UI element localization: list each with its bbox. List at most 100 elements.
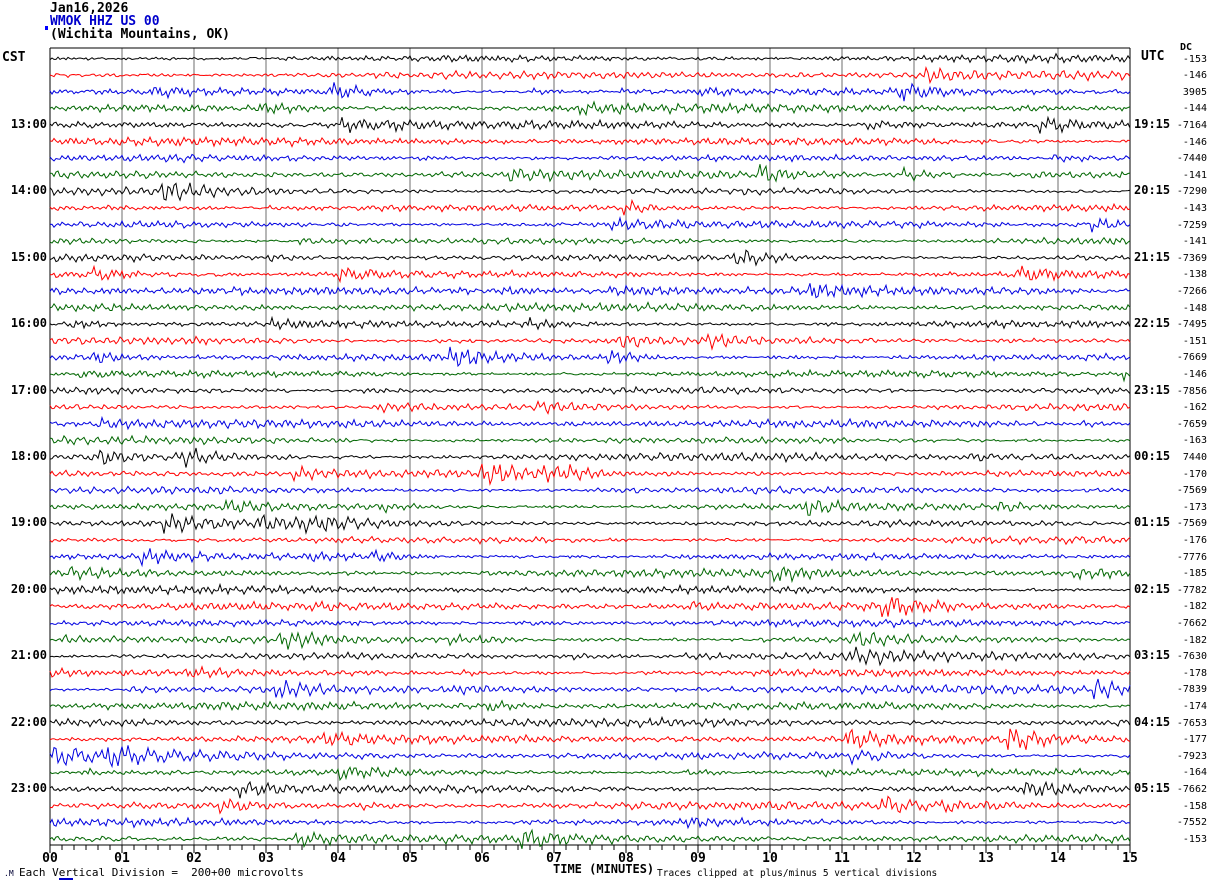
trace-row	[49, 135, 1131, 148]
right-axis-label: UTC	[1141, 49, 1165, 64]
dc-value: -153	[1182, 53, 1207, 65]
trace-row	[49, 264, 1131, 284]
utc-label: 23:15	[1134, 382, 1171, 397]
trace-row	[49, 597, 1131, 618]
x-tick-label: 02	[186, 851, 202, 866]
dc-value: -146	[1182, 368, 1207, 380]
trace-row	[49, 618, 1131, 629]
dc-value: -7552	[1176, 817, 1207, 829]
link-underline-decoration	[59, 878, 73, 880]
trace-row	[49, 665, 1131, 679]
utc-label: 02:15	[1134, 581, 1171, 596]
x-axis-ticks	[49, 845, 1131, 853]
trace-row	[49, 745, 1131, 769]
trace-row	[49, 582, 1131, 596]
left-axis-label: CST	[2, 50, 26, 65]
trace-row	[49, 346, 1131, 368]
plot-frame	[49, 47, 1131, 846]
trace-row	[49, 646, 1131, 667]
dc-value: -141	[1182, 169, 1207, 181]
utc-label: 00:15	[1134, 449, 1171, 463]
dc-value: -173	[1182, 501, 1207, 513]
x-tick-label: 06	[474, 851, 490, 866]
trace-row	[49, 715, 1131, 729]
dc-value: -7659	[1176, 418, 1207, 430]
trace-rows	[49, 52, 1131, 849]
trace-row	[49, 400, 1131, 415]
dc-value: -7259	[1176, 219, 1207, 231]
cst-label: 13:00	[10, 116, 47, 131]
trace-row	[49, 513, 1131, 535]
footer-mark: .M	[4, 869, 14, 878]
dc-value: -170	[1182, 468, 1207, 480]
header-station: WMOK HHZ US 00	[50, 14, 160, 29]
trace-row	[49, 182, 1131, 202]
trace-row	[49, 100, 1131, 117]
dc-value: -182	[1182, 601, 1207, 613]
dc-value: -162	[1182, 402, 1207, 414]
dc-value: -7839	[1176, 684, 1207, 696]
x-axis-title: TIME (MINUTES)	[553, 862, 655, 876]
trace-row	[49, 164, 1131, 183]
dc-value: -7662	[1176, 784, 1207, 796]
trace-row	[49, 447, 1131, 468]
dc-value: -163	[1182, 435, 1207, 447]
x-tick-label: 05	[402, 851, 418, 866]
utc-label: 05:15	[1134, 781, 1171, 796]
trace-row	[49, 216, 1131, 233]
minute-gridlines	[121, 48, 1059, 845]
dc-value: -7495	[1176, 319, 1207, 331]
trace-row	[49, 236, 1131, 246]
dc-value: -182	[1182, 634, 1207, 646]
dc-value: -7776	[1176, 551, 1207, 563]
dc-value: 7440	[1182, 452, 1207, 463]
dc-value: -164	[1182, 767, 1207, 779]
x-tick-label: 07	[546, 851, 562, 866]
dc-value: -7569	[1176, 518, 1207, 530]
trace-row	[49, 795, 1131, 815]
trace-row	[49, 434, 1131, 446]
trace-row	[49, 65, 1131, 85]
utc-label: 22:15	[1134, 316, 1171, 331]
header-location: (Wichita Mountains, OK)	[50, 27, 231, 42]
utc-label: 21:15	[1134, 249, 1171, 264]
utc-label: 20:15	[1134, 183, 1171, 198]
x-tick-label: 03	[258, 851, 274, 866]
trace-row	[49, 52, 1131, 65]
trace-row	[49, 415, 1131, 431]
dc-value: -146	[1182, 136, 1207, 148]
x-tick-label: 00	[42, 851, 58, 866]
utc-label: 01:15	[1134, 515, 1171, 530]
x-tick-label: 10	[762, 851, 778, 866]
trace-row	[49, 249, 1131, 267]
trace-row	[49, 368, 1131, 383]
dc-value: -144	[1182, 103, 1207, 115]
dc-value: -176	[1182, 535, 1207, 547]
trace-row	[49, 82, 1131, 102]
dc-value: -7164	[1176, 119, 1207, 131]
x-tick-label: 15	[1122, 851, 1138, 866]
utc-label: 19:15	[1134, 116, 1171, 131]
cst-label: 23:00	[10, 781, 47, 796]
trace-row	[49, 198, 1131, 216]
x-tick-label: 01	[114, 851, 130, 866]
dc-value: -7290	[1176, 186, 1207, 198]
x-tick-label: 13	[978, 851, 994, 866]
utc-label: 03:15	[1134, 648, 1171, 663]
cursor-artifact	[45, 26, 48, 30]
dc-value: -7630	[1176, 651, 1207, 663]
trace-row	[49, 816, 1131, 830]
dc-value: -7569	[1176, 485, 1207, 497]
trace-row	[49, 301, 1131, 313]
x-tick-label: 14	[1050, 851, 1066, 866]
cst-label: 17:00	[10, 382, 47, 397]
trace-row	[49, 463, 1131, 487]
cst-label: 16:00	[10, 316, 47, 331]
dc-value: -153	[1182, 833, 1207, 845]
dc-value: -7266	[1176, 285, 1207, 297]
dc-value: -7653	[1176, 717, 1207, 729]
cst-label: 14:00	[10, 183, 47, 198]
trace-row	[49, 630, 1131, 650]
trace-row	[49, 678, 1131, 700]
